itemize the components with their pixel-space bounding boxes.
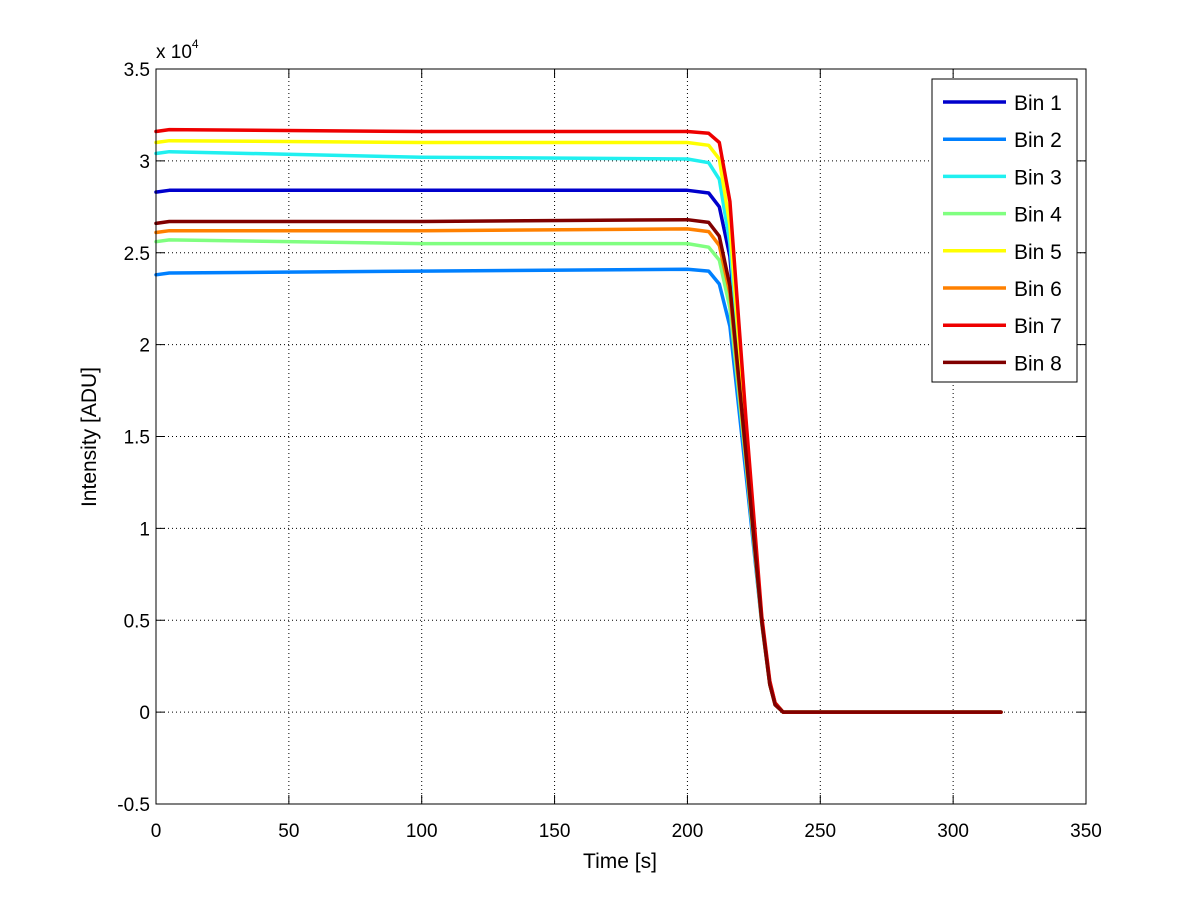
x-tick-label: 150 [539, 821, 571, 842]
y-axis-label: Intensity [ADU] [78, 367, 101, 507]
y-multiplier-base: x 10 [156, 42, 192, 63]
y-tick-label: -0.5 [117, 795, 150, 816]
x-tick-label: 0 [151, 821, 162, 842]
legend-label-bin-2: Bin 2 [1014, 129, 1062, 152]
legend-label-bin-7: Bin 7 [1014, 315, 1062, 338]
legend-label-bin-3: Bin 3 [1014, 166, 1062, 189]
y-tick-label: 1 [139, 519, 150, 540]
y-multiplier-exponent: 4 [192, 37, 199, 51]
x-tick-label: 100 [406, 821, 438, 842]
y-multiplier-label: x 104 [156, 37, 199, 63]
legend-label-bin-8: Bin 8 [1014, 352, 1062, 375]
y-tick-label: 1.5 [124, 428, 150, 449]
y-tick-label: 0 [139, 703, 150, 724]
y-axis-ticks: -0.5 0 0.5 1 1.5 2 2.5 3 3.5 [117, 60, 1086, 816]
series-layer [154, 127, 1003, 714]
x-tick-label: 350 [1070, 821, 1102, 842]
legend-box [931, 78, 1078, 383]
y-tick-label: 3.5 [124, 60, 150, 81]
x-tick-label: 250 [804, 821, 836, 842]
y-tick-label: 0.5 [124, 611, 150, 632]
x-tick-label: 50 [278, 821, 299, 842]
x-tick-label: 200 [672, 821, 704, 842]
legend-label-bin-4: Bin 4 [1014, 204, 1062, 227]
legend-label-bin-5: Bin 5 [1014, 241, 1062, 264]
x-tick-label: 300 [937, 821, 969, 842]
series-line-bin-8 [154, 217, 1003, 714]
legend-label-bin-1: Bin 1 [1014, 92, 1062, 115]
legend-label-bin-6: Bin 6 [1014, 278, 1062, 301]
grid [156, 69, 1086, 804]
x-axis-ticks: 0 50 100 150 200 250 300 350 [151, 69, 1102, 842]
x-axis-label: Time [s] [583, 850, 657, 873]
y-tick-label: 3 [139, 152, 150, 173]
legend: Bin 1 Bin 2 Bin 3 Bin 4 Bin 5 Bin 6 Bin 7 Bin 8 [931, 78, 1078, 383]
y-tick-label: 2.5 [124, 244, 150, 265]
y-tick-label: 2 [139, 336, 150, 357]
